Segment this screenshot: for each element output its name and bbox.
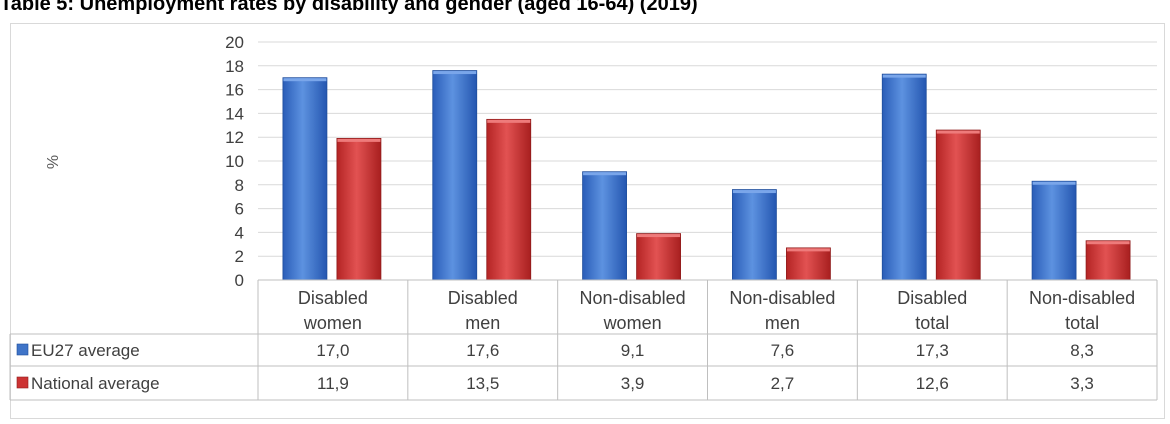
bar-top-highlight — [433, 71, 477, 75]
bar-national-5 — [1085, 240, 1131, 281]
bar-top-highlight — [1086, 241, 1130, 245]
bar-top-highlight — [786, 248, 830, 252]
category-label: women — [303, 313, 362, 333]
category-label: Non-disabled — [1029, 288, 1135, 308]
bar-top-highlight — [1032, 181, 1076, 185]
bar-national-4 — [935, 129, 981, 281]
bar-top-highlight — [936, 130, 980, 134]
y-tick-label: 2 — [235, 247, 244, 266]
category-label: Non-disabled — [729, 288, 835, 308]
table-value: 9,1 — [621, 341, 645, 360]
bar-national-3 — [786, 247, 831, 281]
bar-top-highlight — [283, 78, 327, 82]
category-label: women — [603, 313, 662, 333]
legend-key-eu27 — [16, 343, 29, 356]
bar-eu27-3 — [732, 189, 777, 281]
bars — [282, 70, 1131, 281]
table-value: 8,3 — [1070, 341, 1094, 360]
data-table: Disabled women Disabled men Non-disabled wome… — [9, 279, 1158, 401]
y-tick-label: 12 — [225, 128, 244, 147]
table-value: 2,7 — [771, 374, 795, 393]
bar-top-highlight — [583, 172, 627, 176]
y-tick-label: 8 — [235, 176, 244, 195]
table-value: 3,9 — [621, 374, 645, 393]
y-tick-label: 4 — [235, 223, 244, 242]
y-tick-label: 16 — [225, 81, 244, 100]
bar-eu27-1 — [432, 70, 478, 281]
table-value: 17,3 — [916, 341, 949, 360]
bar-national-1 — [486, 118, 532, 281]
table-value: 17,0 — [316, 341, 349, 360]
y-tick-label: 0 — [235, 271, 244, 290]
y-axis-label: % — [45, 155, 62, 169]
y-tick-label: 6 — [235, 200, 244, 219]
bar-national-2 — [636, 233, 681, 281]
category-label: total — [915, 313, 949, 333]
bar-top-highlight — [637, 234, 681, 238]
legend-key-national — [16, 376, 29, 389]
table-value: 13,5 — [466, 374, 499, 393]
y-tick-label: 18 — [225, 57, 244, 76]
bar-national-0 — [336, 137, 382, 281]
table-value: 7,6 — [771, 341, 795, 360]
category-label: Disabled — [897, 288, 967, 308]
gridlines — [258, 41, 1157, 257]
bar-top-highlight — [487, 119, 531, 123]
legend-label: EU27 average — [31, 341, 140, 360]
table-value: 11,9 — [317, 374, 349, 393]
bar-eu27-5 — [1031, 180, 1077, 281]
bar-eu27-4 — [881, 73, 927, 281]
y-tick-label: 20 — [225, 33, 244, 52]
bar-eu27-2 — [582, 171, 627, 281]
category-label: Disabled — [298, 288, 368, 308]
chart-frame — [10, 23, 1165, 419]
y-tick-label: 10 — [225, 152, 244, 171]
chart-title: Table 5: Unemployment rates by disabilit… — [0, 0, 698, 15]
category-label: total — [1065, 313, 1099, 333]
bar-eu27-0 — [282, 77, 328, 281]
bar-top-highlight — [732, 190, 776, 194]
table-value: 12,6 — [916, 374, 949, 393]
category-label: Non-disabled — [580, 288, 686, 308]
category-label: men — [765, 313, 800, 333]
bar-top-highlight — [337, 138, 381, 142]
table-value: 3,3 — [1070, 374, 1094, 393]
table-value: 17,6 — [466, 341, 499, 360]
y-tick-label: 14 — [225, 104, 244, 123]
y-axis-ticks: 0 2 4 6 8 10 12 14 16 18 20 — [225, 33, 244, 290]
legend-label: National average — [31, 374, 160, 393]
bar-top-highlight — [882, 74, 926, 78]
category-label: men — [465, 313, 500, 333]
category-label: Disabled — [448, 288, 518, 308]
